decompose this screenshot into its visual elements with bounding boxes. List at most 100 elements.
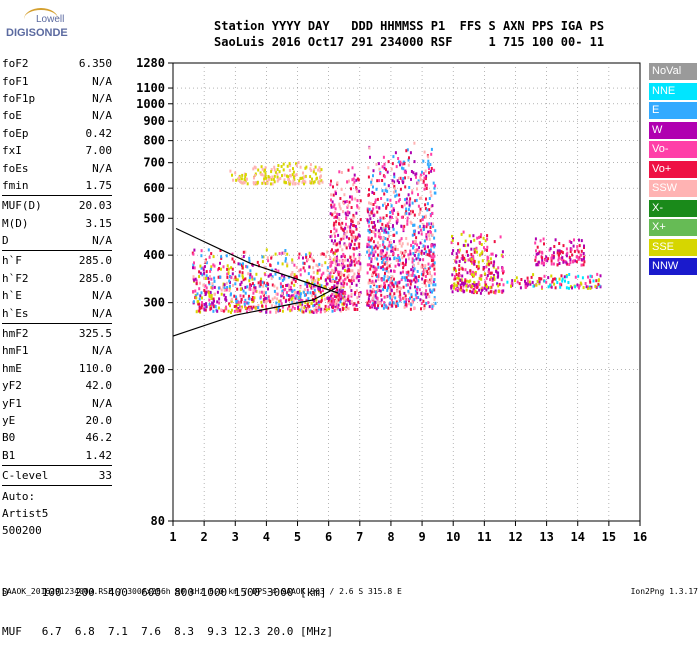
echo-point: [385, 206, 388, 210]
echo-point: [384, 267, 387, 271]
echo-point: [381, 238, 384, 242]
echo-point: [342, 234, 345, 238]
echo-point: [390, 209, 393, 213]
echo-point: [276, 297, 279, 301]
echo-point: [374, 250, 377, 254]
echo-point: [281, 262, 284, 266]
echo-point: [430, 194, 433, 198]
echo-point: [199, 294, 202, 298]
echo-point: [198, 302, 201, 306]
echo-point: [560, 283, 563, 287]
echo-point: [368, 263, 371, 267]
echo-point: [552, 277, 555, 281]
echo-point: [394, 281, 397, 285]
echo-point: [574, 285, 577, 289]
echo-point: [459, 278, 462, 282]
echo-point: [540, 277, 543, 281]
echo-point: [473, 250, 476, 254]
echo-point: [332, 258, 335, 262]
echo-point: [208, 280, 210, 284]
echo-point: [243, 301, 246, 304]
echo-point: [236, 287, 239, 291]
footer-info: SAAOK_2016291234000.RSF / 300fx256h 50 k…: [2, 587, 402, 596]
echo-point: [583, 244, 585, 248]
echo-point: [346, 225, 349, 229]
echo-point: [396, 284, 399, 288]
param-row: foF1p N/A: [2, 90, 112, 107]
echo-point: [205, 305, 208, 309]
echo-point: [541, 256, 544, 260]
echo-point: [333, 242, 336, 246]
echo-point: [250, 305, 252, 309]
echo-point: [357, 178, 360, 182]
echo-point: [339, 308, 341, 312]
echo-point: [272, 177, 275, 181]
echo-point: [373, 306, 376, 310]
footer: SAAOK_2016291234000.RSF / 300fx256h 50 k…: [2, 587, 698, 596]
echo-point: [433, 278, 436, 281]
echo-point: [415, 198, 418, 202]
echo-point: [212, 263, 215, 267]
echo-point: [358, 189, 361, 193]
echo-point: [230, 308, 233, 312]
echo-point: [218, 306, 220, 310]
echo-point: [333, 227, 336, 231]
echo-point: [242, 250, 245, 254]
echo-point: [428, 253, 431, 257]
echo-point: [348, 278, 351, 282]
legend-item: NNE: [649, 82, 697, 100]
echo-point: [524, 279, 526, 283]
echo-point: [393, 240, 395, 244]
echo-point: [528, 280, 531, 284]
echo-point: [403, 170, 406, 174]
echo-point: [275, 301, 278, 305]
echo-point: [432, 279, 435, 283]
echo-point: [357, 300, 360, 304]
echo-point: [193, 278, 196, 282]
echo-point: [353, 302, 356, 306]
echo-point: [563, 275, 566, 279]
echo-point: [266, 182, 269, 185]
echo-point: [368, 201, 370, 205]
echo-point: [428, 249, 431, 253]
echo-point: [381, 260, 384, 264]
echo-point: [378, 229, 380, 233]
echo-point: [376, 197, 379, 201]
echo-point: [401, 251, 404, 255]
echo-point: [384, 261, 387, 265]
echo-point: [386, 275, 389, 279]
echo-point: [538, 250, 541, 254]
echo-point: [303, 288, 306, 292]
echo-point: [264, 166, 267, 170]
echo-point: [220, 288, 223, 292]
echo-point: [274, 252, 277, 256]
echo-point: [547, 276, 550, 280]
param-name: h`Es: [2, 306, 29, 320]
echo-point: [510, 281, 513, 285]
echo-point: [284, 287, 287, 291]
echo-point: [248, 256, 251, 260]
echo-point: [293, 283, 296, 287]
echo-point: [458, 248, 461, 252]
echo-point: [276, 175, 279, 179]
echo-point: [248, 294, 250, 298]
echo-point: [391, 179, 394, 183]
echo-point: [376, 257, 379, 261]
echo-point: [348, 179, 350, 183]
echo-point: [358, 275, 361, 279]
echo-point: [290, 272, 293, 276]
echo-point: [352, 230, 355, 234]
param-value: 285.0: [78, 254, 112, 268]
param-name: foE: [2, 109, 22, 123]
echo-point: [341, 266, 344, 270]
echo-point: [383, 260, 386, 264]
echo-point: [390, 298, 393, 302]
echo-point: [425, 174, 428, 178]
echo-point: [493, 277, 496, 281]
echo-point: [304, 301, 307, 305]
echo-point: [330, 198, 332, 202]
echo-point: [350, 294, 353, 298]
echo-point: [369, 202, 372, 206]
echo-point: [234, 282, 237, 286]
echo-point: [398, 258, 401, 262]
